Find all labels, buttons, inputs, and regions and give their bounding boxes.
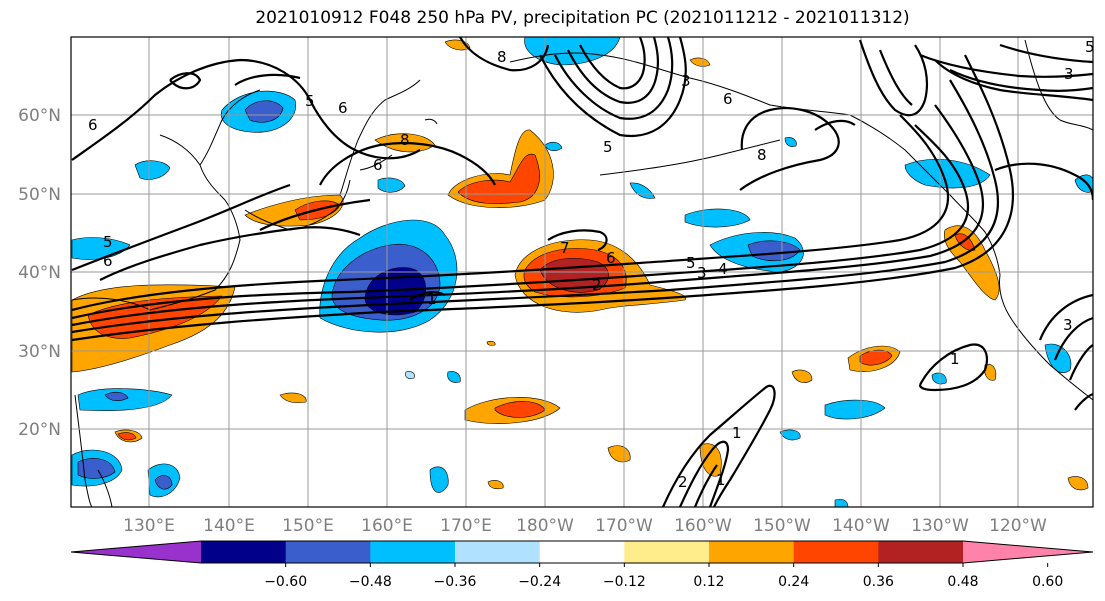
- longitude-label: 170°E: [440, 516, 492, 536]
- colorbar-tick-label: −0.12: [603, 574, 646, 590]
- colorbar-tick-label: −0.36: [434, 574, 477, 590]
- longitude-label: 130°E: [123, 516, 175, 536]
- contour-label: 1: [732, 424, 742, 442]
- contour-label: 8: [400, 131, 410, 149]
- contour-label: 3: [1063, 316, 1073, 334]
- colorbar-extension-max: [963, 541, 1093, 563]
- contour-label: 6: [88, 116, 98, 134]
- colorbar-tick-label: −0.60: [264, 574, 307, 590]
- contour-label: 3: [1064, 65, 1074, 83]
- colorbar: [70, 540, 1094, 564]
- colorbar-tick-label: 0.12: [693, 574, 724, 590]
- latitude-label: 20°N: [18, 420, 61, 440]
- longitude-labels: 130°E 140°E 150°E 160°E 170°E 180°W 170°…: [123, 516, 1047, 536]
- longitude-label: 160°W: [674, 516, 732, 536]
- colorbar-swatch: [285, 541, 371, 563]
- contour-label: 4: [718, 260, 728, 278]
- colorbar-swatch: [624, 541, 710, 563]
- colorbar-tick-label: 0.48: [947, 574, 978, 590]
- contour-label: 3: [681, 72, 691, 90]
- longitude-label: 160°E: [361, 516, 413, 536]
- contour-label: 7: [560, 239, 570, 257]
- contour-label: 5: [686, 254, 696, 272]
- longitude-label: 140°W: [832, 516, 890, 536]
- latitude-label: 50°N: [18, 185, 61, 205]
- longitude-label: 150°W: [753, 516, 811, 536]
- colorbar-tick-label: 0.60: [1032, 574, 1063, 590]
- colorbar-swatch: [539, 541, 625, 563]
- contour-labels: 8 5 6 6 8 5 6 6 8 5 6 7 6 5 3 4 2 1 2 1 …: [88, 38, 1095, 491]
- latitude-labels: 60°N 50°N 40°N 30°N 20°N: [18, 106, 61, 440]
- colorbar-extension-min: [71, 541, 201, 563]
- contour-label: 6: [103, 252, 113, 270]
- contour-label: 8: [757, 146, 767, 164]
- colorbar-ticks: −0.60 −0.48 −0.36 −0.24 −0.12 0.12 0.24 0.36 0.4…: [264, 563, 1063, 590]
- longitude-label: 130°W: [911, 516, 969, 536]
- colorbar-swatch: [370, 541, 456, 563]
- contour-label: 5: [603, 138, 613, 156]
- contour-label: 1: [716, 471, 726, 489]
- longitude-label: 120°W: [989, 516, 1047, 536]
- colorbar-swatch: [878, 541, 964, 563]
- pv-contours: [71, 37, 1093, 507]
- longitude-label: 140°E: [203, 516, 255, 536]
- colorbar-swatch: [793, 541, 879, 563]
- latitude-label: 30°N: [18, 342, 61, 362]
- latitude-label: 40°N: [18, 263, 61, 283]
- contour-label: 2: [592, 276, 602, 294]
- map-border: [70, 36, 1094, 508]
- contour-label: 8: [497, 48, 507, 66]
- colorbar-swatch: [201, 541, 287, 563]
- graticule: [71, 37, 1093, 507]
- longitude-label: 170°W: [595, 516, 653, 536]
- contour-label: 6: [723, 90, 733, 108]
- latitude-label: 60°N: [18, 106, 61, 126]
- contour-label: 3: [697, 264, 707, 282]
- contour-label: 5: [1085, 38, 1095, 56]
- longitude-label: 180°W: [516, 516, 574, 536]
- colorbar-tick-label: −0.24: [518, 574, 561, 590]
- colorbar-swatch: [709, 541, 795, 563]
- colorbar-tick-label: −0.48: [349, 574, 392, 590]
- contour-label: 6: [373, 156, 383, 174]
- contour-label: 6: [606, 249, 616, 267]
- contour-label: 5: [103, 233, 113, 251]
- contour-label: 2: [678, 473, 688, 491]
- colorbar-tick-label: 0.36: [863, 574, 894, 590]
- colorbar-tick-label: 0.24: [778, 574, 809, 590]
- colorbar-outline: [70, 540, 1094, 564]
- precipitation-shading: [71, 37, 1093, 507]
- longitude-label: 150°E: [282, 516, 334, 536]
- map-title: 2021010912 F048 250 hPa PV, precipitatio…: [255, 8, 910, 28]
- contour-label: 6: [338, 99, 348, 117]
- colorbar-swatch: [455, 541, 541, 563]
- contour-label: 5: [305, 92, 315, 110]
- contour-label: 1: [950, 350, 960, 368]
- contour-label: 1: [427, 290, 437, 308]
